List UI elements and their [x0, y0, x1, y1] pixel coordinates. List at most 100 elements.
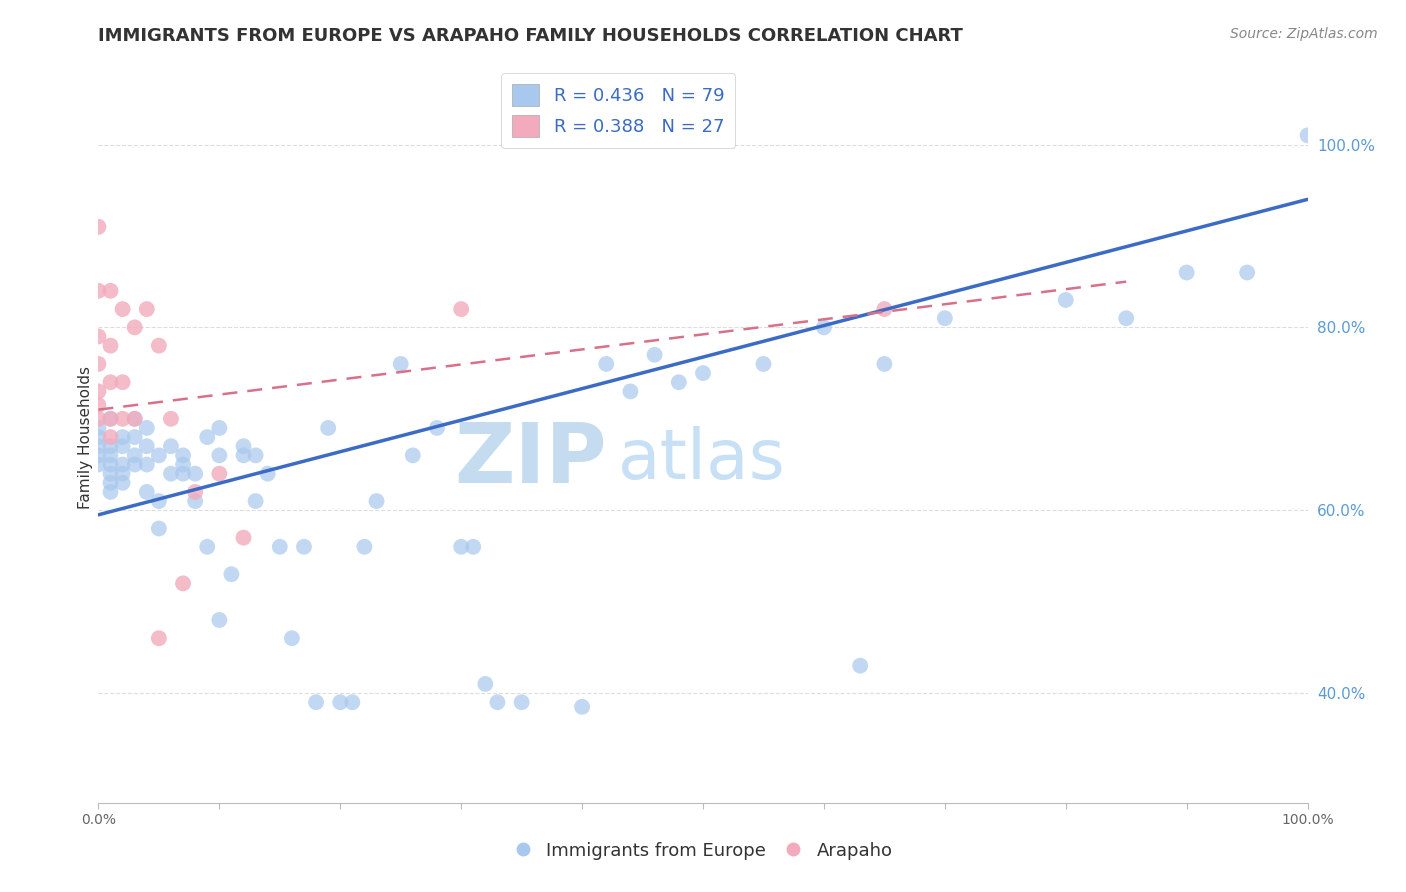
Point — [124, 320, 146, 334]
Point — [111, 439, 134, 453]
Point — [148, 494, 170, 508]
Point — [111, 467, 134, 481]
Point — [934, 311, 956, 326]
Point — [644, 348, 666, 362]
Point — [100, 412, 122, 426]
Point — [172, 458, 194, 472]
Legend: Immigrants from Europe, Arapaho: Immigrants from Europe, Arapaho — [506, 834, 900, 867]
Point — [221, 567, 243, 582]
Point — [342, 695, 364, 709]
Point — [111, 475, 134, 490]
Point — [87, 412, 110, 426]
Point — [100, 467, 122, 481]
Point — [1296, 128, 1319, 143]
Point — [87, 284, 110, 298]
Text: Source: ZipAtlas.com: Source: ZipAtlas.com — [1230, 27, 1378, 41]
Point — [111, 301, 134, 317]
Point — [232, 531, 254, 545]
Point — [195, 540, 218, 554]
Point — [208, 613, 231, 627]
Point — [172, 467, 194, 481]
Point — [100, 439, 122, 453]
Point — [87, 398, 110, 412]
Point — [692, 366, 714, 380]
Point — [873, 357, 896, 371]
Point — [135, 301, 157, 317]
Text: IMMIGRANTS FROM EUROPE VS ARAPAHO FAMILY HOUSEHOLDS CORRELATION CHART: IMMIGRANTS FROM EUROPE VS ARAPAHO FAMILY… — [98, 27, 963, 45]
Point — [510, 695, 533, 709]
Point — [474, 677, 496, 691]
Point — [172, 576, 194, 591]
Point — [195, 430, 218, 444]
Point — [245, 448, 267, 462]
Point — [316, 421, 339, 435]
Point — [426, 421, 449, 435]
Point — [87, 439, 110, 453]
Point — [486, 695, 509, 709]
Point — [100, 458, 122, 472]
Point — [160, 467, 183, 481]
Point — [366, 494, 388, 508]
Point — [269, 540, 291, 554]
Point — [100, 485, 122, 500]
Point — [571, 699, 593, 714]
Point — [135, 421, 157, 435]
Point — [124, 458, 146, 472]
Point — [160, 439, 183, 453]
Point — [184, 467, 207, 481]
Point — [111, 458, 134, 472]
Point — [450, 301, 472, 317]
Point — [87, 430, 110, 444]
Point — [111, 430, 134, 444]
Point — [148, 521, 170, 535]
Point — [281, 632, 304, 646]
Point — [148, 632, 170, 646]
Point — [135, 458, 157, 472]
Text: atlas: atlas — [619, 425, 786, 492]
Point — [208, 467, 231, 481]
Point — [135, 439, 157, 453]
Point — [100, 448, 122, 462]
Point — [124, 412, 146, 426]
Point — [124, 448, 146, 462]
Point — [87, 458, 110, 472]
Point — [1175, 266, 1198, 280]
Point — [329, 695, 352, 709]
Point — [873, 301, 896, 317]
Point — [595, 357, 617, 371]
Point — [353, 540, 375, 554]
Point — [1236, 266, 1258, 280]
Point — [232, 439, 254, 453]
Point — [305, 695, 328, 709]
Point — [245, 494, 267, 508]
Point — [100, 284, 122, 298]
Point — [813, 320, 835, 334]
Point — [100, 412, 122, 426]
Point — [402, 448, 425, 462]
Point — [208, 448, 231, 462]
Text: ZIP: ZIP — [454, 418, 606, 500]
Point — [87, 219, 110, 234]
Point — [389, 357, 412, 371]
Point — [87, 384, 110, 399]
Point — [292, 540, 315, 554]
Point — [752, 357, 775, 371]
Point — [111, 412, 134, 426]
Point — [619, 384, 641, 399]
Point — [148, 338, 170, 352]
Point — [160, 412, 183, 426]
Point — [1115, 311, 1137, 326]
Point — [232, 448, 254, 462]
Point — [100, 430, 122, 444]
Point — [87, 329, 110, 343]
Point — [87, 421, 110, 435]
Point — [124, 412, 146, 426]
Point — [87, 448, 110, 462]
Point — [135, 485, 157, 500]
Point — [208, 421, 231, 435]
Point — [450, 540, 472, 554]
Point — [849, 658, 872, 673]
Point — [148, 448, 170, 462]
Point — [1054, 293, 1077, 307]
Point — [463, 540, 485, 554]
